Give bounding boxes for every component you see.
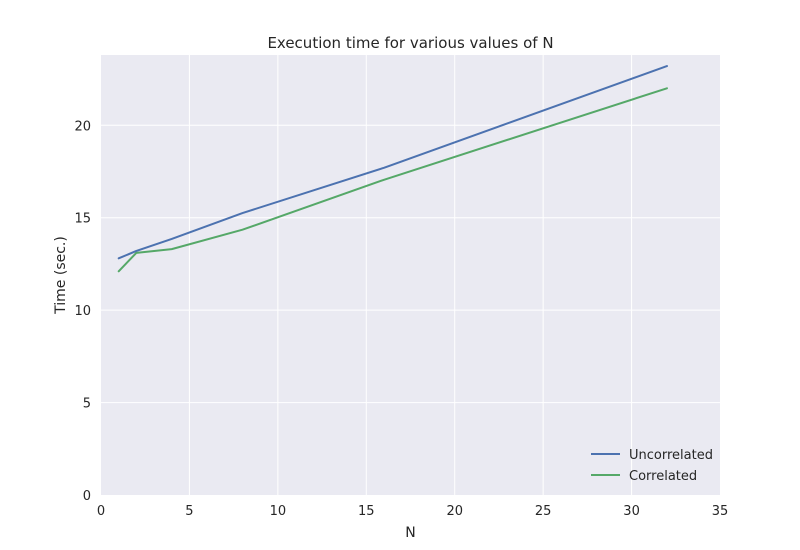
y-tick-label: 20 [74,119,91,134]
y-tick-label: 10 [74,304,91,319]
y-tick-label: 15 [74,212,91,227]
y-tick-labels: 0 5 10 15 20 [74,119,91,504]
series-line-uncorrelated [117,65,668,260]
legend-label: Uncorrelated [629,448,713,463]
x-tick-label: 30 [623,504,640,519]
x-tick-label: 35 [712,504,729,519]
x-tick-label: 10 [270,504,287,519]
x-tick-label: 25 [535,504,552,519]
series-layer [117,65,668,273]
x-tick-labels: 0 5 10 15 20 25 30 35 [97,504,728,519]
y-tick-label: 0 [83,489,91,504]
chart-title: Execution time for various values of N [267,34,553,52]
y-axis-label: Time (sec.) [53,236,69,315]
x-tick-label: 20 [446,504,463,519]
legend-label: Correlated [629,469,697,484]
y-tick-label: 5 [83,397,91,412]
x-tick-label: 0 [97,504,105,519]
x-tick-label: 15 [358,504,375,519]
y-gridlines [101,124,720,404]
x-tick-label: 5 [185,504,193,519]
series-line-correlated [117,87,668,273]
plot-background [101,55,720,495]
legend: Uncorrelated Correlated [591,448,713,484]
x-axis-label: N [405,525,415,541]
